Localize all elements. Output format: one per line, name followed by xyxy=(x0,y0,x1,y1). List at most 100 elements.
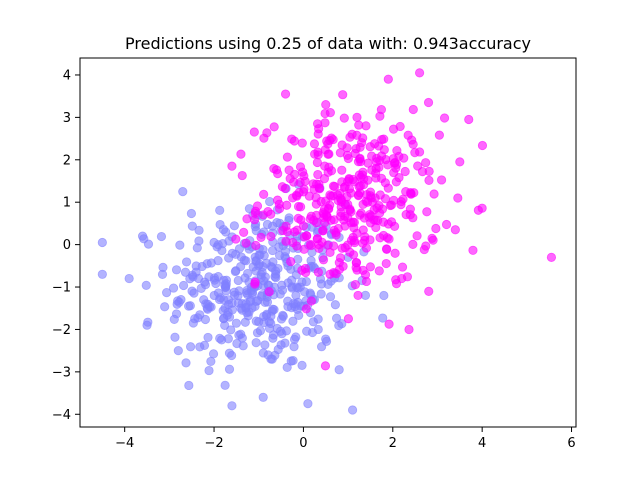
series-0-point xyxy=(185,342,196,352)
series-1-point xyxy=(281,236,291,246)
series-0-point xyxy=(162,287,172,298)
series-1-point xyxy=(383,74,393,84)
series-0-point xyxy=(266,354,276,364)
series-0-point xyxy=(142,320,152,330)
series-0-point xyxy=(242,290,253,300)
series-0-point xyxy=(325,292,336,302)
series-0-point xyxy=(347,405,358,415)
points-layer xyxy=(97,68,557,415)
series-0-point xyxy=(156,231,167,242)
series-1-point xyxy=(390,221,400,231)
series-0-point xyxy=(203,332,213,343)
series-0-point xyxy=(288,355,298,366)
series-1-point xyxy=(431,223,441,234)
series-1-point xyxy=(281,221,291,231)
series-1-point xyxy=(231,234,241,244)
series-0-point xyxy=(294,310,304,321)
chart-title: Predictions using 0.25 of data with: 0.9… xyxy=(125,34,531,53)
series-1-point xyxy=(361,121,371,131)
series-1-point xyxy=(266,231,276,242)
series-1-point xyxy=(371,157,381,167)
series-0-point xyxy=(214,294,225,305)
series-1-point xyxy=(249,127,259,137)
series-1-point xyxy=(468,245,478,255)
series-0-point xyxy=(251,338,261,348)
series-1-point xyxy=(282,152,292,162)
series-1-point xyxy=(383,183,393,193)
series-1-point xyxy=(297,138,307,148)
series-1-point xyxy=(455,157,465,167)
series-1-point xyxy=(345,204,355,214)
series-0-point xyxy=(194,225,204,235)
series-0-point xyxy=(267,263,277,273)
series-1-point xyxy=(312,157,322,168)
series-0-point xyxy=(221,227,231,237)
series-1-point xyxy=(306,296,316,306)
series-1-point xyxy=(371,168,381,178)
series-1-point xyxy=(339,182,349,193)
series-1-point xyxy=(450,225,460,235)
series-0-point xyxy=(213,255,223,266)
series-1-point xyxy=(317,237,327,247)
series-1-point xyxy=(300,263,310,274)
y-tick-label: −2 xyxy=(52,323,71,338)
series-0-point xyxy=(173,296,183,306)
series-1-point xyxy=(388,124,399,134)
series-1-point xyxy=(353,290,363,301)
series-1-point xyxy=(251,240,261,251)
series-1-point xyxy=(421,241,431,251)
series-1-point xyxy=(340,211,350,221)
series-0-point xyxy=(284,213,294,223)
series-0-point xyxy=(160,302,170,312)
series-1-point xyxy=(378,230,389,241)
series-1-point xyxy=(408,104,418,115)
series-0-point xyxy=(97,269,107,279)
series-1-point xyxy=(405,204,415,214)
series-0-point xyxy=(169,314,179,324)
series-1-point xyxy=(321,196,331,206)
series-1-point xyxy=(309,184,319,194)
series-0-point xyxy=(264,323,275,333)
x-tick-label: −2 xyxy=(204,436,223,451)
x-tick-label: 0 xyxy=(299,436,307,451)
series-1-point xyxy=(453,193,463,203)
series-1-point xyxy=(258,210,268,220)
series-0-point xyxy=(203,304,213,314)
series-1-point xyxy=(363,175,373,185)
series-1-point xyxy=(439,113,450,123)
series-0-point xyxy=(141,280,151,290)
series-1-point xyxy=(376,104,386,115)
series-1-point xyxy=(320,118,330,128)
series-1-point xyxy=(280,89,291,99)
series-1-point xyxy=(285,174,295,184)
series-1-point xyxy=(424,286,434,296)
series-1-point xyxy=(379,145,389,155)
series-0-point xyxy=(251,256,261,266)
series-1-point xyxy=(337,195,347,205)
y-tick-label: −1 xyxy=(52,281,71,296)
series-0-point xyxy=(288,316,298,326)
series-1-point xyxy=(352,112,362,122)
series-0-point xyxy=(200,280,211,290)
series-1-point xyxy=(291,190,302,200)
series-0-point xyxy=(220,280,230,290)
series-1-point xyxy=(383,160,393,170)
series-0-point xyxy=(206,356,216,367)
series-0-point xyxy=(158,262,168,272)
series-0-point xyxy=(239,255,249,265)
series-0-point xyxy=(224,348,235,358)
series-1-point xyxy=(318,255,329,265)
series-0-point xyxy=(170,332,180,342)
series-0-point xyxy=(187,221,197,231)
series-0-point xyxy=(220,380,230,390)
series-0-point xyxy=(280,338,290,348)
series-1-point xyxy=(423,97,434,108)
series-1-point xyxy=(398,194,408,204)
series-1-point xyxy=(227,161,237,171)
series-1-point xyxy=(348,174,358,185)
y-tick-label: 3 xyxy=(63,111,71,126)
series-0-point xyxy=(186,208,197,219)
series-0-point xyxy=(185,301,195,311)
series-1-point xyxy=(429,189,439,199)
series-0-point xyxy=(330,300,340,310)
